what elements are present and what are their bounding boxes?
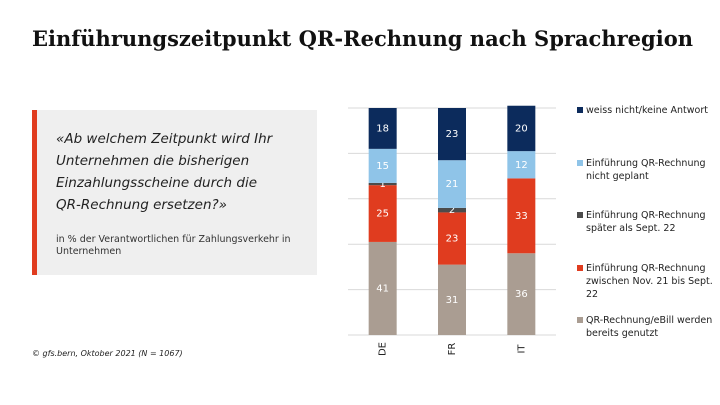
data-label: 23 (446, 234, 459, 245)
legend-swatch (577, 317, 583, 323)
bar-segment (438, 212, 466, 265)
x-tick-label: FR (447, 343, 458, 356)
bar-segment (438, 207, 466, 213)
data-label: 31 (446, 295, 459, 306)
bar-segment (507, 253, 536, 335)
legend-label: Einführung QR-Rechnung später als Sept. … (586, 210, 706, 234)
bar-segment (368, 148, 397, 183)
bar-segment (507, 151, 536, 179)
data-label: 1 (379, 179, 385, 190)
legend-label: Einführung QR-Rechnung zwischen Nov. 21 … (586, 262, 713, 300)
legend-swatch (577, 159, 583, 166)
data-label: 21 (446, 179, 459, 190)
legend-label: QR-Rechnung/eBill werden bereits genutzt (586, 315, 713, 339)
data-label: 25 (376, 209, 389, 220)
bar-segment (368, 185, 397, 242)
legend-label: Einführung QR-Rechnung nicht geplant (586, 157, 706, 182)
chart-title: Einführungszeitpunkt QR-Rechnung nach Sp… (32, 26, 693, 51)
bar-segment (368, 182, 397, 186)
subtitle: in % der Verantwortlichen für Zahlungsve… (56, 234, 291, 257)
legend-swatch (577, 107, 583, 113)
legend-swatch (577, 212, 583, 218)
bar-segment (368, 241, 397, 335)
x-tick-label: DE (378, 342, 389, 356)
data-label: 33 (515, 211, 528, 222)
data-label: 2 (449, 205, 455, 216)
x-tick-label: IT (516, 344, 527, 354)
source: © gfs.bern, Oktober 2021 (N = 1067) (32, 349, 183, 358)
data-label: 15 (376, 161, 389, 172)
data-label: 36 (515, 289, 528, 300)
bar-segment (507, 105, 536, 152)
bar-segment (438, 264, 466, 335)
data-label: 23 (446, 129, 459, 140)
accent-stripe (32, 110, 37, 275)
data-label: 18 (376, 123, 389, 134)
bar-segment (368, 108, 397, 149)
question-panel: «Ab welchem Zeitpunkt wird Ihr Unternehm… (32, 110, 317, 275)
bar-segment (438, 108, 466, 161)
bar-segment (438, 160, 466, 208)
data-label: 20 (515, 123, 528, 134)
question: «Ab welchem Zeitpunkt wird Ihr Unternehm… (56, 131, 273, 213)
data-label: 41 (376, 283, 389, 294)
legend-swatch (577, 264, 583, 271)
bar-segment (507, 178, 536, 254)
data-label: 12 (515, 160, 528, 171)
legend-label: weiss nicht/keine Antwort (586, 105, 708, 116)
